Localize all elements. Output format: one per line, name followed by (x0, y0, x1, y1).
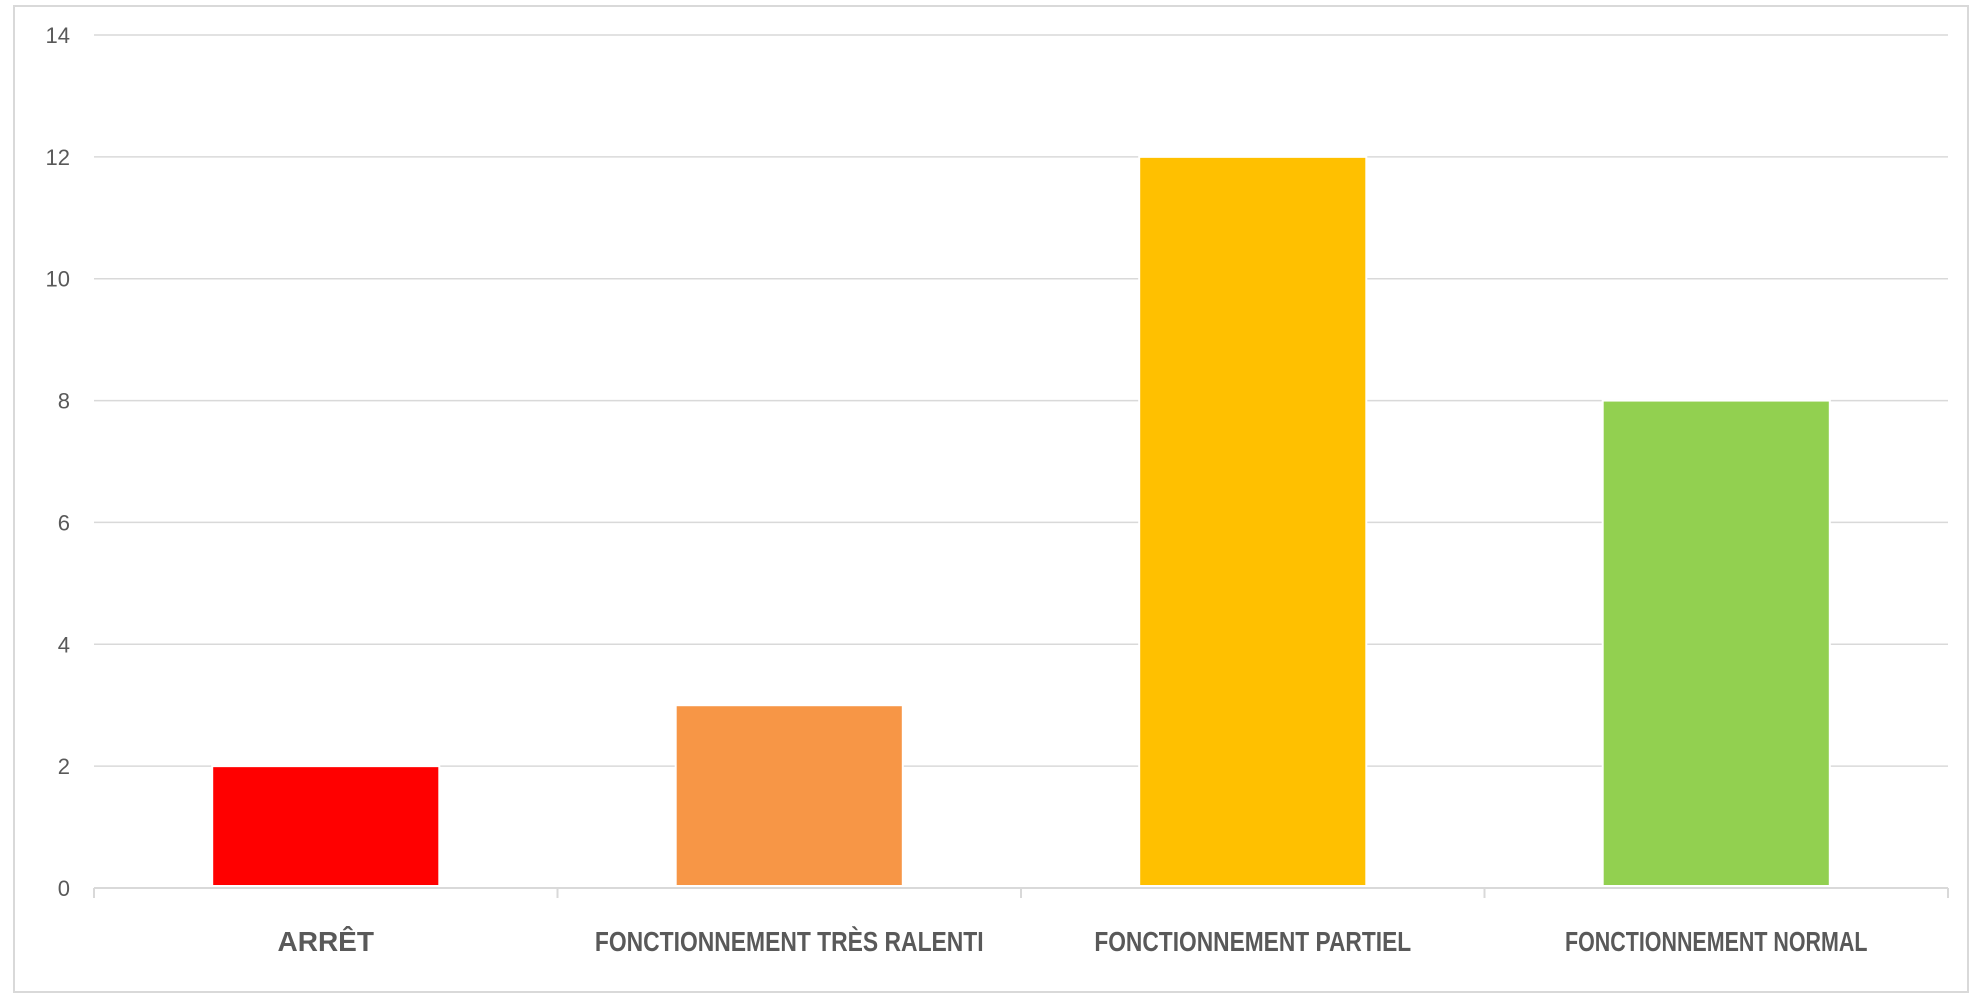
y-axis-tick-labels: 0 2 4 6 8 10 12 14 (46, 23, 70, 901)
x-category-label: FONCTIONNEMENT NORMAL (1565, 926, 1867, 957)
y-tick-label: 10 (46, 267, 70, 292)
y-tick-label: 14 (46, 23, 70, 48)
y-tick-label: 8 (58, 389, 70, 414)
bar (211, 765, 441, 888)
bar (1601, 399, 1831, 887)
bar (674, 704, 904, 888)
bars (211, 155, 1831, 888)
x-category-label: FONCTIONNEMENT PARTIEL (1094, 926, 1411, 957)
x-axis (93, 887, 1949, 898)
y-tick-label: 4 (58, 632, 70, 657)
y-tick-label: 12 (46, 145, 70, 170)
y-tick-label: 2 (58, 754, 70, 779)
x-axis-category-labels: ARRÊT FONCTIONNEMENT TRÈS RALENTI FONCTION… (278, 926, 1868, 957)
x-category-label: ARRÊT (278, 926, 374, 957)
y-tick-label: 0 (58, 876, 70, 901)
y-tick-label: 6 (58, 510, 70, 535)
x-category-label: FONCTIONNEMENT TRÈS RALENTI (595, 926, 984, 957)
bar (1138, 155, 1368, 888)
